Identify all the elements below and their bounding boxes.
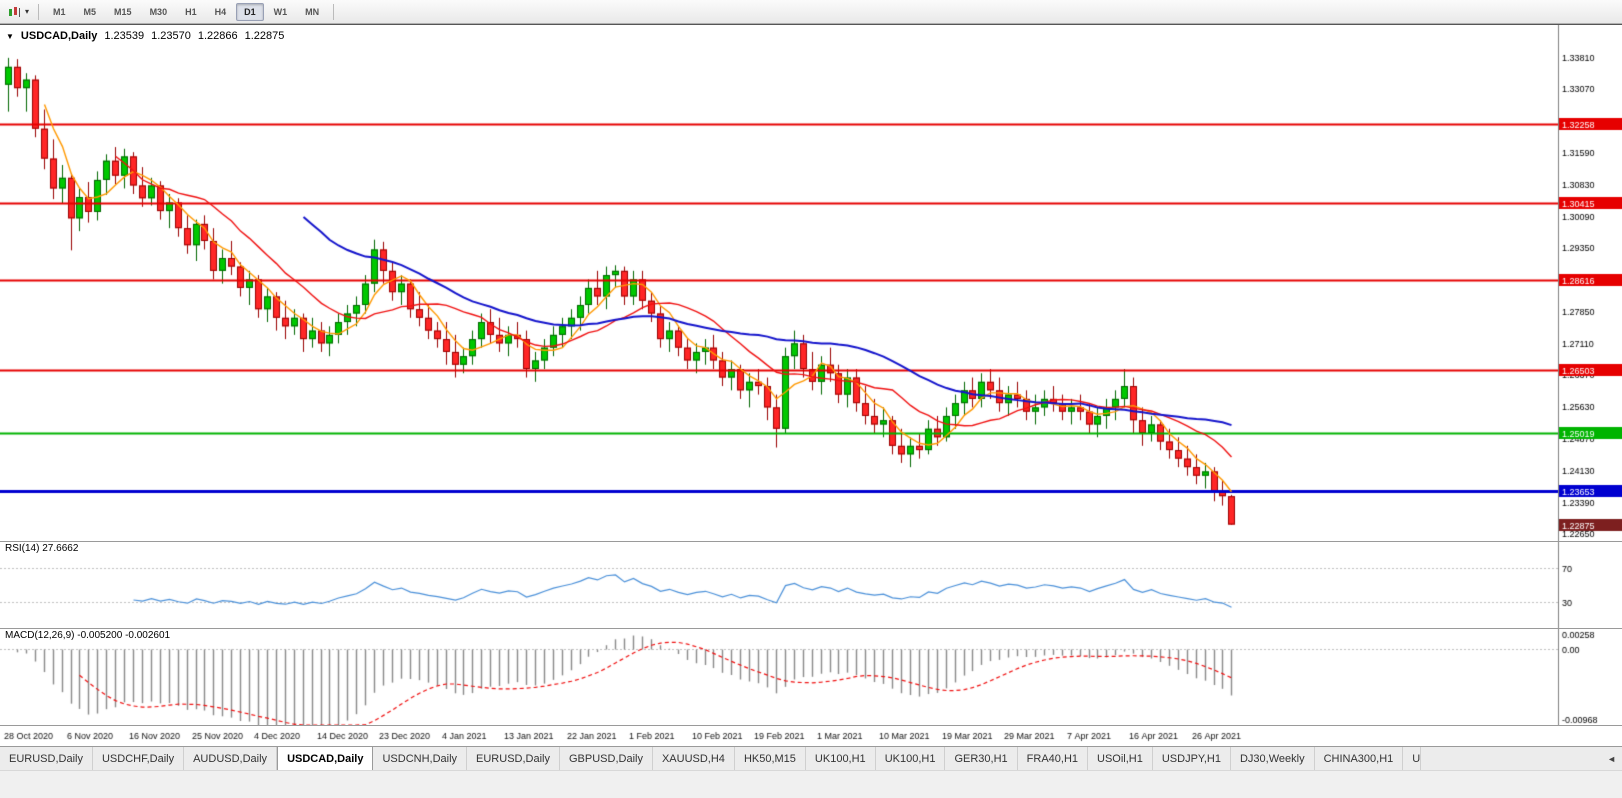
chart-symbol: USDCAD,Daily (20, 30, 98, 42)
toolbar-separator (333, 3, 335, 20)
timeframe-button-h4[interactable]: H4 (214, 6, 227, 17)
chart-tab-usoil-h1[interactable]: USOil,H1 (1088, 747, 1153, 770)
chart-tab-usdjpy-h1[interactable]: USDJPY,H1 (1153, 747, 1231, 770)
timeframe-toolbar: ▾ M1 M5 M15 M30 H1 H4 D1 W1 MN (0, 0, 1622, 24)
macd-pane-canvas[interactable] (0, 629, 1622, 725)
timeframe-button-m1[interactable]: M1 (53, 6, 66, 17)
chart-tab-xauusd-h4[interactable]: XAUUSD,H4 (653, 747, 735, 770)
chart-type-dropdown[interactable]: ▾ (4, 4, 33, 20)
chart-tab-ger30-h1[interactable]: GER30,H1 (945, 747, 1018, 770)
chart-tab-usdchf-daily[interactable]: USDCHF,Daily (93, 747, 185, 770)
ohlc-close: 1.22875 (244, 30, 285, 42)
pane-separator[interactable] (0, 725, 1622, 726)
rsi-pane-canvas[interactable] (0, 542, 1622, 628)
timeframe-button-group: M1 M5 M15 M30 H1 H4 D1 W1 MN (44, 2, 328, 21)
timeframe-button-m30[interactable]: M30 (149, 6, 168, 17)
chart-title: ▼ USDCAD,Daily 1.23539 1.23570 1.22866 1… (6, 30, 284, 42)
timeframe-button-w1[interactable]: W1 (273, 6, 288, 17)
chart-tab-uk100-h1[interactable]: UK100,H1 (806, 747, 876, 770)
tab-scroll-left-icon[interactable]: ◄ (1607, 753, 1616, 764)
timeframe-button-m5[interactable]: M5 (83, 6, 97, 17)
chart-tab-dj30-weekly[interactable]: DJ30,Weekly (1231, 747, 1315, 770)
chart-tab-eurusd-daily[interactable]: EURUSD,Daily (0, 747, 93, 770)
status-strip (0, 770, 1622, 798)
timeframe-button-h1[interactable]: H1 (185, 6, 197, 17)
chart-tab-audusd-daily[interactable]: AUDUSD,Daily (184, 747, 278, 770)
macd-indicator-label: MACD(12,26,9) -0.005200 -0.002601 (5, 630, 171, 641)
chart-tab-usdcnh-daily[interactable]: USDCNH,Daily (373, 747, 468, 770)
chart-tab-u[interactable]: U (1403, 747, 1422, 770)
candlestick-chart-icon (9, 6, 20, 17)
chart-tab-gbpusd-daily[interactable]: GBPUSD,Daily (560, 747, 653, 770)
rsi-indicator-label: RSI(14) 27.6662 (5, 543, 79, 554)
chart-tab-fra40-h1[interactable]: FRA40,H1 (1018, 747, 1089, 770)
chart-tab-eurusd-daily[interactable]: EURUSD,Daily (467, 747, 560, 770)
chart-tab-china300-h1[interactable]: CHINA300,H1 (1315, 747, 1404, 770)
toolbar-separator (38, 3, 40, 20)
ohlc-high: 1.23570 (151, 30, 191, 42)
chevron-down-icon: ▾ (25, 7, 30, 16)
timeframe-button-d1[interactable]: D1 (236, 2, 264, 21)
main-chart-canvas[interactable] (0, 25, 1622, 541)
chart-tab-hk50-m15[interactable]: HK50,M15 (735, 747, 806, 770)
ohlc-low: 1.22866 (197, 30, 238, 42)
chart-tab-bar: EURUSD,Daily USDCHF,Daily AUDUSD,Daily USDC… (0, 746, 1622, 770)
chart-tab-usdcad-daily[interactable]: USDCAD,Daily (277, 747, 374, 770)
chart-window: ▼ USDCAD,Daily 1.23539 1.23570 1.22866 1… (0, 24, 1622, 746)
timeframe-button-m15[interactable]: M15 (114, 6, 132, 17)
timeframe-button-mn[interactable]: MN (305, 6, 320, 17)
chart-tab-uk100-h1[interactable]: UK100,H1 (876, 747, 946, 770)
date-axis[interactable] (0, 726, 1622, 746)
collapse-arrow-icon[interactable]: ▼ (6, 31, 14, 41)
pane-separator[interactable] (0, 628, 1622, 629)
pane-separator[interactable] (0, 541, 1622, 542)
ohlc-open: 1.23539 (104, 30, 145, 42)
